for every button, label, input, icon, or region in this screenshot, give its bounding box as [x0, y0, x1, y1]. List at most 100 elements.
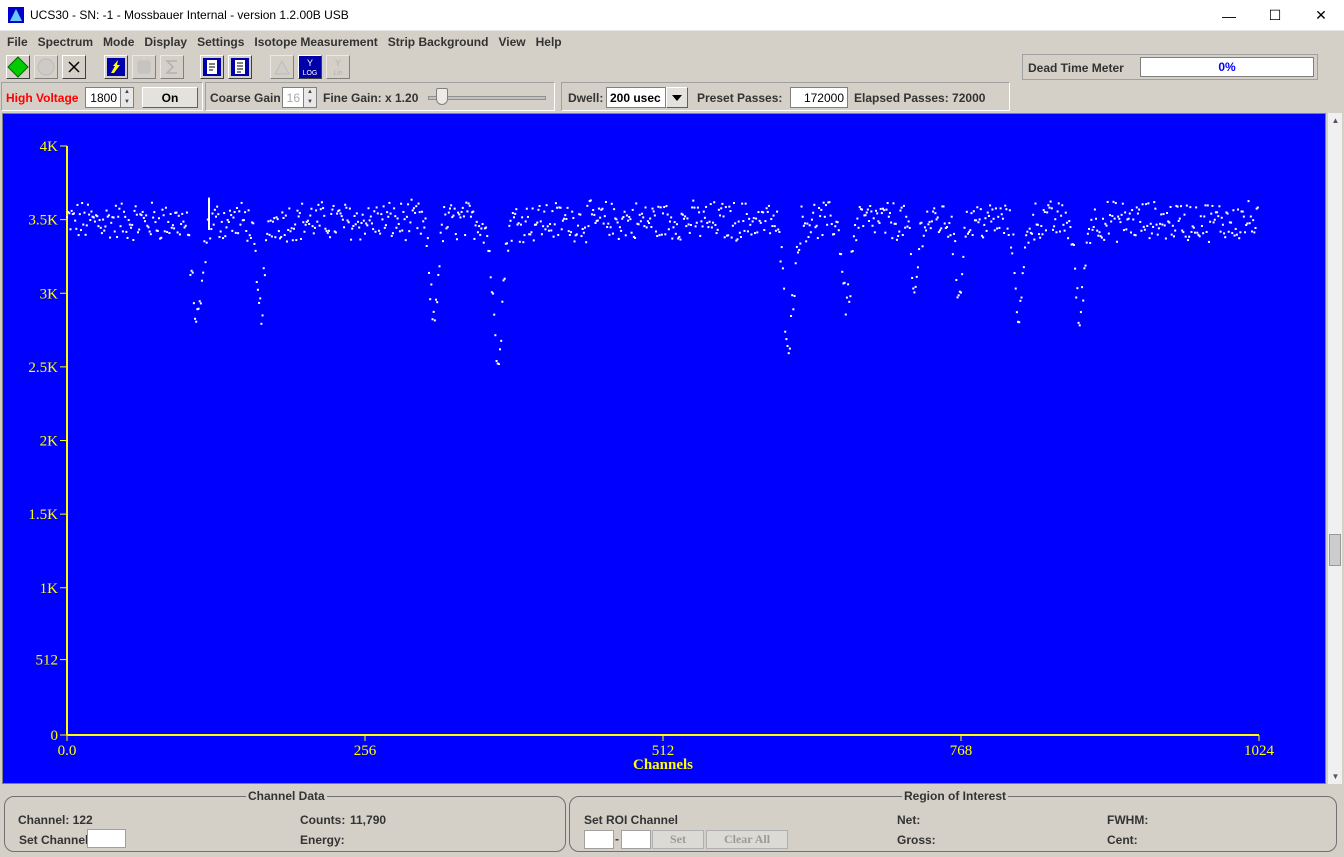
data-point	[96, 215, 99, 218]
data-point	[178, 233, 181, 236]
data-point	[174, 211, 177, 214]
data-point	[1013, 272, 1016, 275]
menu-display[interactable]: Display	[144, 35, 188, 49]
data-point	[1000, 213, 1003, 216]
data-point	[1095, 217, 1098, 220]
log-scale-button[interactable]: Y LOG	[298, 55, 322, 79]
data-point	[677, 237, 680, 240]
close-button[interactable]: ✕	[1315, 7, 1327, 23]
roi-end-input[interactable]	[621, 830, 651, 849]
data-point	[869, 205, 872, 208]
data-point	[631, 208, 634, 211]
data-point	[951, 253, 954, 256]
maximize-button[interactable]: ☐	[1268, 7, 1282, 23]
menu-mode[interactable]: Mode	[103, 35, 135, 49]
report2-button[interactable]	[228, 55, 252, 79]
data-point	[1026, 230, 1029, 233]
sum-button[interactable]	[160, 55, 184, 79]
data-point	[265, 239, 268, 242]
menu-help[interactable]: Help	[535, 35, 562, 49]
data-point	[1134, 234, 1137, 237]
data-point	[191, 271, 194, 274]
data-point	[411, 209, 414, 212]
menu-isotope-measurement[interactable]: Isotope Measurement	[254, 35, 378, 49]
data-point	[252, 222, 255, 225]
menu-file[interactable]: File	[7, 35, 28, 49]
data-point	[876, 212, 879, 215]
data-point	[221, 237, 224, 240]
data-point	[294, 223, 297, 226]
spin-down-icon[interactable]: ▼	[124, 98, 130, 105]
lin-scale-button[interactable]: Y Lin	[326, 55, 350, 79]
coarse-gain-input[interactable]: 16	[282, 87, 304, 108]
data-point	[77, 234, 80, 237]
menu-settings[interactable]: Settings	[197, 35, 245, 49]
data-point	[1106, 200, 1109, 203]
data-point	[1195, 206, 1198, 209]
minimize-button[interactable]: —	[1222, 7, 1236, 24]
data-point	[514, 212, 517, 215]
y-tick-label: 3K	[40, 286, 59, 302]
dwell-dropdown-button[interactable]	[666, 87, 688, 108]
y-tick-label: 2K	[40, 434, 59, 450]
data-point	[1077, 321, 1080, 324]
high-voltage-input[interactable]: 1800	[85, 87, 121, 108]
report-button[interactable]	[200, 55, 224, 79]
fine-gain-slider[interactable]	[436, 88, 448, 105]
coarse-gain-spinner[interactable]: ▲ ▼	[303, 87, 317, 108]
data-point	[502, 279, 505, 282]
roi-set-button[interactable]: Set	[652, 830, 704, 849]
data-point	[99, 226, 102, 229]
roi-button[interactable]	[132, 55, 156, 79]
scroll-up-icon[interactable]: ▲	[1331, 116, 1340, 125]
hv-on-button[interactable]: On	[142, 87, 198, 108]
roi-start-input[interactable]	[584, 830, 614, 849]
dead-time-bar: 0%	[1140, 57, 1314, 77]
menu-spectrum[interactable]: Spectrum	[37, 35, 94, 49]
data-point	[909, 253, 912, 256]
spectrum-plot[interactable]: 0 512 1K 1.5K 2K 2.5K 3K 3.5K 4K 0.0 256 512 768 1024…	[2, 113, 1326, 784]
stop-button[interactable]	[34, 55, 58, 79]
clear-button[interactable]	[62, 55, 86, 79]
scroll-thumb[interactable]	[1329, 534, 1341, 566]
data-point	[1044, 229, 1047, 232]
mode-button[interactable]	[104, 55, 128, 79]
data-point	[769, 232, 772, 235]
fine-gain-track[interactable]	[428, 96, 546, 100]
data-point	[606, 226, 609, 229]
data-point	[692, 199, 695, 202]
high-voltage-spinner[interactable]: ▲ ▼	[120, 87, 134, 108]
spin-up-icon[interactable]: ▲	[124, 89, 130, 95]
spin-up-icon[interactable]: ▲	[307, 89, 313, 95]
data-point	[890, 221, 893, 224]
scroll-down-icon[interactable]: ▼	[1331, 772, 1340, 781]
data-point	[1111, 214, 1114, 217]
data-point	[106, 215, 109, 218]
spin-down-icon[interactable]: ▼	[307, 98, 313, 105]
data-point	[325, 230, 328, 233]
data-point	[893, 222, 896, 225]
start-button[interactable]	[6, 55, 30, 79]
menu-strip-background[interactable]: Strip Background	[387, 35, 489, 49]
data-point	[201, 279, 204, 282]
set-channel-input[interactable]	[87, 829, 126, 848]
data-point	[161, 208, 164, 211]
plot-scrollbar[interactable]: ▲ ▼	[1327, 113, 1342, 784]
data-point	[255, 281, 258, 284]
data-point	[376, 212, 379, 215]
data-point	[916, 266, 919, 269]
channel-data-title: Channel Data	[246, 789, 327, 803]
x-axis-title: Channels	[633, 757, 693, 773]
data-point	[887, 215, 890, 218]
data-point	[358, 226, 361, 229]
data-point	[1091, 228, 1094, 231]
dwell-select[interactable]: 200 usec	[606, 87, 666, 108]
data-point	[1255, 207, 1258, 210]
data-point	[901, 233, 904, 236]
peak-button[interactable]	[270, 55, 294, 79]
preset-passes-input[interactable]: 172000	[790, 87, 848, 108]
menu-view[interactable]: View	[498, 35, 526, 49]
spectrum-chart[interactable]: 0 512 1K 1.5K 2K 2.5K 3K 3.5K 4K 0.0 256 512 768 1024…	[3, 114, 1325, 783]
data-point	[451, 216, 454, 219]
roi-clear-all-button[interactable]: Clear All	[706, 830, 788, 849]
